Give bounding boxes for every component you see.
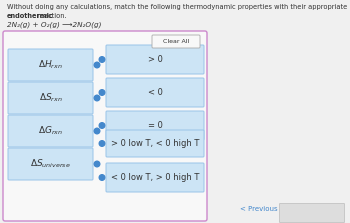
FancyBboxPatch shape (3, 31, 207, 221)
Text: 2N₂(g) + O₂(g) ⟶2N₂O(g): 2N₂(g) + O₂(g) ⟶2N₂O(g) (7, 22, 101, 29)
Text: > 0: > 0 (148, 55, 162, 64)
Text: < Previous: < Previous (240, 206, 278, 212)
Text: > 0 low T, < 0 high T: > 0 low T, < 0 high T (111, 139, 199, 148)
FancyBboxPatch shape (106, 130, 204, 157)
Text: $\Delta G_{rxn}$: $\Delta G_{rxn}$ (38, 125, 63, 137)
FancyBboxPatch shape (8, 115, 93, 147)
FancyBboxPatch shape (106, 163, 204, 192)
FancyBboxPatch shape (8, 148, 93, 180)
Circle shape (99, 123, 105, 128)
Text: Without doing any calculations, match the following thermodynamic properties wit: Without doing any calculations, match th… (7, 4, 350, 10)
Circle shape (94, 62, 100, 68)
Text: < 0: < 0 (148, 88, 162, 97)
Text: < 0 low T, > 0 high T: < 0 low T, > 0 high T (111, 173, 199, 182)
FancyBboxPatch shape (106, 78, 204, 107)
Text: $\Delta H_{rxn}$: $\Delta H_{rxn}$ (38, 59, 63, 71)
Circle shape (94, 161, 100, 167)
Text: reaction.: reaction. (35, 13, 66, 19)
Circle shape (94, 95, 100, 101)
FancyBboxPatch shape (8, 82, 93, 114)
Text: Clear All: Clear All (163, 39, 189, 44)
Circle shape (99, 90, 105, 95)
Circle shape (99, 141, 105, 146)
Text: $\Delta S_{rxn}$: $\Delta S_{rxn}$ (38, 92, 62, 104)
FancyBboxPatch shape (8, 49, 93, 81)
Text: = 0: = 0 (148, 121, 162, 130)
FancyBboxPatch shape (280, 204, 344, 223)
Text: endothermic: endothermic (7, 13, 54, 19)
Circle shape (99, 57, 105, 62)
Circle shape (94, 128, 100, 134)
Text: $\Delta S_{universe}$: $\Delta S_{universe}$ (30, 158, 71, 170)
Circle shape (99, 175, 105, 180)
FancyBboxPatch shape (152, 35, 200, 48)
FancyBboxPatch shape (106, 111, 204, 140)
FancyBboxPatch shape (106, 45, 204, 74)
